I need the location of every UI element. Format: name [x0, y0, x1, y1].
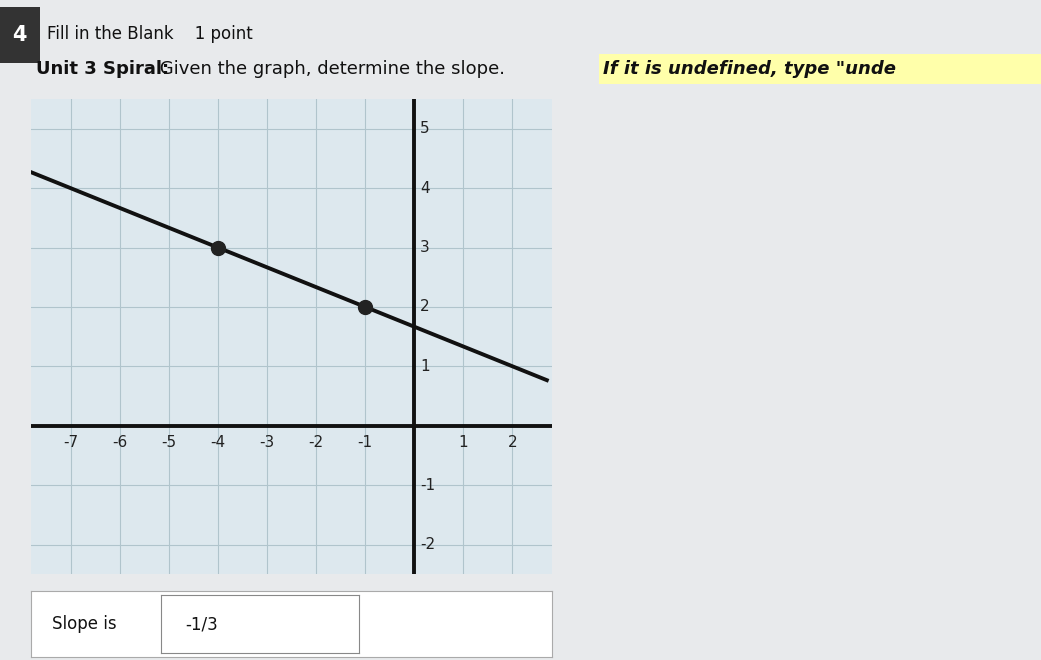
Point	[209, 242, 226, 253]
Text: -2: -2	[308, 434, 324, 449]
Text: 3: 3	[421, 240, 430, 255]
Text: If it is undefined, type "unde: If it is undefined, type "unde	[603, 60, 896, 79]
Text: 2: 2	[508, 434, 517, 449]
Text: -1: -1	[357, 434, 373, 449]
Text: -6: -6	[112, 434, 127, 449]
Text: -4: -4	[210, 434, 226, 449]
Point	[357, 302, 374, 312]
Text: Fill in the Blank    1 point: Fill in the Blank 1 point	[47, 25, 253, 44]
Text: 4: 4	[421, 181, 430, 195]
Text: 1: 1	[421, 359, 430, 374]
Text: -3: -3	[259, 434, 275, 449]
Text: -5: -5	[161, 434, 176, 449]
Text: -2: -2	[421, 537, 435, 552]
Text: -1: -1	[421, 478, 435, 492]
Text: 4: 4	[12, 24, 27, 45]
Text: Given the graph, determine the slope.: Given the graph, determine the slope.	[154, 60, 505, 79]
Text: -1/3: -1/3	[185, 615, 218, 634]
Text: Slope is: Slope is	[52, 614, 117, 633]
Text: 2: 2	[421, 300, 430, 314]
Text: -7: -7	[62, 434, 78, 449]
Text: 5: 5	[421, 121, 430, 136]
Text: 1: 1	[458, 434, 468, 449]
Text: Unit 3 Spiral:: Unit 3 Spiral:	[36, 60, 170, 79]
